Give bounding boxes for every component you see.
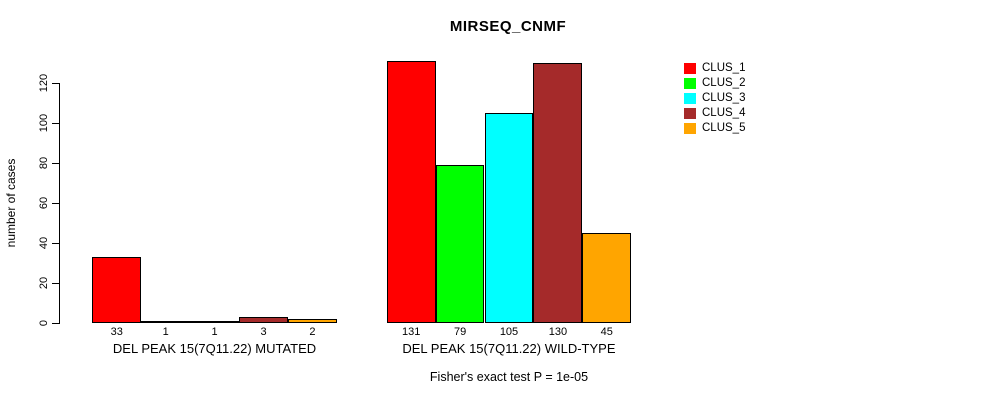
legend-swatch-clus_1	[684, 63, 696, 74]
bar-value-clus_5-group2: 45	[600, 326, 613, 338]
y-tick-label-0: 0	[38, 319, 50, 327]
y-tick-label-120: 120	[38, 73, 50, 93]
legend-item-clus_4: CLUS_4	[684, 106, 745, 121]
bar-value-clus_3-group1: 1	[211, 326, 218, 338]
chart-title: MIRSEQ_CNMF	[449, 18, 567, 35]
bar-value-clus_2-group2: 79	[453, 326, 467, 338]
bar-clus_3-group2	[484, 113, 534, 323]
bar-clus_5-group2	[582, 233, 632, 323]
y-tick-20	[52, 282, 59, 284]
legend-item-clus_3: CLUS_3	[684, 91, 745, 106]
y-tick-40	[52, 242, 59, 244]
y-tick-label-20: 20	[38, 276, 50, 290]
bar-value-clus_4-group2: 130	[548, 326, 568, 338]
legend-swatch-clus_3	[684, 93, 696, 104]
legend-label-clus_1: CLUS_1	[702, 62, 746, 74]
legend-item-clus_1: CLUS_1	[684, 61, 745, 76]
fisher-test-annotation: Fisher's exact test P = 1e-05	[429, 370, 589, 384]
y-tick-label-100: 100	[38, 113, 50, 133]
bar-clus_1-group1	[92, 257, 142, 323]
legend-label-clus_3: CLUS_3	[702, 92, 746, 104]
y-axis-title: number of cases	[4, 158, 18, 248]
legend: CLUS_1 CLUS_2 CLUS_3 CLUS_4 CLUS_5	[684, 61, 745, 136]
legend-swatch-clus_5	[684, 123, 696, 134]
bar-value-clus_3-group2: 105	[499, 326, 519, 338]
y-tick-100	[52, 122, 59, 124]
bar-clus_2-group1	[141, 321, 191, 323]
legend-item-clus_2: CLUS_2	[684, 76, 745, 91]
group-label-1: DEL PEAK 15(7Q11.22) MUTATED	[112, 341, 317, 356]
bar-value-clus_1-group1: 33	[110, 326, 123, 338]
bar-clus_4-group1	[239, 317, 288, 323]
legend-label-clus_5: CLUS_5	[702, 122, 746, 134]
legend-label-clus_2: CLUS_2	[702, 77, 746, 89]
legend-swatch-clus_4	[684, 108, 696, 119]
bar-clus_5-group1	[287, 319, 337, 323]
y-tick-0	[52, 322, 59, 324]
group-label-2: DEL PEAK 15(7Q11.22) WILD-TYPE	[402, 341, 616, 356]
bar-value-clus_4-group1: 3	[260, 326, 267, 338]
y-tick-label-60: 60	[38, 196, 50, 210]
bar-clus_3-group1	[190, 321, 239, 323]
bar-clus_4-group2	[533, 63, 583, 323]
bar-value-clus_5-group1: 2	[309, 326, 316, 338]
bar-clus_2-group2	[435, 165, 485, 323]
y-tick-60	[52, 202, 59, 204]
y-tick-label-80: 80	[38, 156, 50, 170]
y-tick-80	[52, 162, 59, 164]
legend-swatch-clus_2	[684, 78, 696, 89]
bar-value-clus_2-group1: 1	[162, 326, 169, 338]
y-axis-line	[59, 83, 60, 324]
y-tick-label-40: 40	[38, 236, 50, 250]
y-tick-120	[52, 82, 59, 84]
bar-clus_1-group2	[386, 61, 436, 323]
legend-label-clus_4: CLUS_4	[702, 107, 746, 119]
legend-item-clus_5: CLUS_5	[684, 121, 745, 136]
bar-value-clus_1-group2: 131	[402, 326, 421, 338]
